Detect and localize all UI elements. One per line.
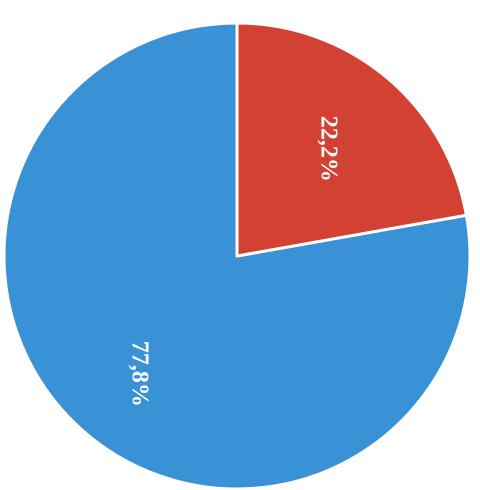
pie-slices [2, 21, 472, 490]
pie-slice-2 [235, 21, 468, 258]
pie-slice-label-1: 77,8% [127, 341, 153, 407]
pie-slice-label-2: 22,2% [315, 116, 341, 182]
pie-labels: 77,8% 22,2% [127, 116, 342, 407]
